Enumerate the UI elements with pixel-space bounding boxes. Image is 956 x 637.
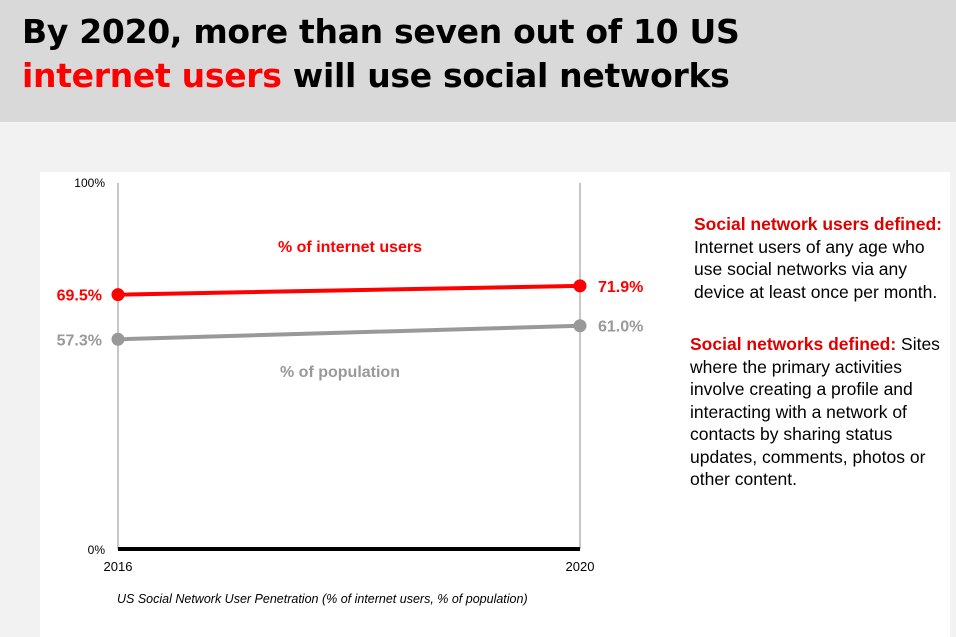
chart-panel <box>40 172 950 637</box>
data-point <box>573 319 587 333</box>
series-name-label: % of internet users <box>278 239 422 256</box>
data-point <box>573 279 587 293</box>
y-tick-label-bottom: 0% <box>88 543 106 557</box>
x-tick-label: 2020 <box>566 559 595 574</box>
title-highlight: internet users <box>22 56 282 95</box>
y-tick-label-top: 100% <box>74 176 105 190</box>
chart-caption: US Social Network User Penetration (% of… <box>117 592 528 606</box>
title-line-2: internet users will use social networks <box>22 56 730 96</box>
data-label: 69.5% <box>57 288 102 305</box>
series-line <box>116 283 582 297</box>
data-label: 71.9% <box>598 279 643 296</box>
definition-heading: Social networks defined: <box>690 334 897 354</box>
data-point <box>111 288 125 302</box>
definition-social-networks: Social networks defined: Sites where the… <box>690 333 940 491</box>
definition-heading: Social network users defined: <box>694 214 942 234</box>
series-line <box>116 323 582 342</box>
series-name-label: % of population <box>280 364 400 381</box>
title-line-1: By 2020, more than seven out of 10 US <box>22 12 740 51</box>
data-label: 57.3% <box>57 332 102 349</box>
data-point <box>111 332 125 346</box>
definition-text: Sites where the primary activities invol… <box>690 334 940 489</box>
x-tick-label: 2016 <box>104 559 133 574</box>
definition-text: Internet users of any age who use social… <box>694 236 938 302</box>
header-banner: By 2020, more than seven out of 10 US in… <box>0 0 956 122</box>
data-label: 61.0% <box>598 319 643 336</box>
definition-social-network-users: Social network users defined: Internet u… <box>694 213 944 303</box>
title-line-2-rest: will use social networks <box>281 56 730 95</box>
